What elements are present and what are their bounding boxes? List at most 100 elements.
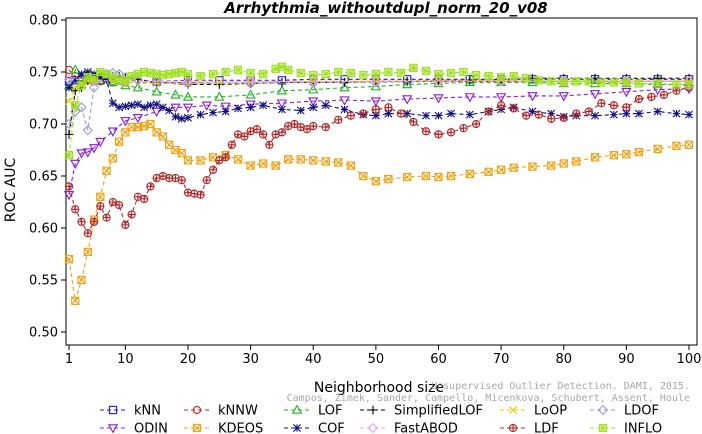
data-point-inflo [459,67,468,77]
legend-marker-simplifiedlof [368,405,378,415]
data-point-cof [634,109,643,118]
legend-marker-knnw [192,405,202,415]
data-point-ldf [196,190,205,199]
data-point-ldf [534,110,543,119]
data-point-odin [308,97,319,107]
data-point-cof [234,104,243,113]
data-point-ldf [64,182,74,191]
data-point-ldf [252,125,262,134]
data-point-ldf [121,220,130,230]
data-point-inflo [258,69,268,79]
data-point-ldf [346,111,355,120]
data-point-odin [495,93,507,103]
legend-label-simplifiedlof: SimplifiedLOF [394,404,483,419]
data-point-ldf [227,140,236,149]
data-point-kdeos [183,156,193,165]
data-point-cof [140,103,149,112]
data-point-kdeos [465,169,474,179]
data-point-cof [321,101,330,110]
data-point-kdeos [152,128,161,137]
data-point-cof [296,106,305,115]
x-tick-label: 60 [430,352,447,367]
data-point-cof [259,101,268,110]
data-point-ldf [89,217,99,226]
x-tick-label: 40 [305,352,322,367]
data-point-odin [201,101,212,111]
legend-marker-lof [291,404,303,414]
data-point-kdeos [246,161,255,170]
data-point-ldf [146,182,155,191]
legend-label-cof: COF [318,422,345,434]
data-point-cof [184,113,192,122]
data-point-inflo [634,79,644,88]
data-point-inflo [509,72,518,81]
chart-title: Arrhythmia_withoutdupl_norm_20_v08 [223,0,547,17]
data-point-inflo [684,80,694,89]
watermark-line-1: Unsupervised Outlier Detection. DAMI, 20… [431,381,690,392]
legend-label-fastabod: FastABOD [394,422,458,434]
legend-marker-ldf [508,423,518,433]
data-point-inflo [572,77,581,86]
data-point-lof [214,91,225,101]
legend-marker-kdeos [192,423,202,433]
data-point-ldf [140,194,149,204]
data-point-ldf [334,115,343,124]
data-point-ldf [277,128,287,137]
legend-marker-loop [509,406,517,414]
data-point-kdeos [146,119,155,129]
data-point-kdeos [271,161,280,170]
data-point-odin [370,97,382,107]
data-point-inflo [396,68,406,78]
data-point-cof [158,103,167,112]
data-point-lof [589,77,601,88]
data-point-kdeos [434,172,443,182]
data-point-kdeos [528,162,537,171]
data-point-ldf [409,117,418,127]
y-tick-label: 0.75 [29,66,58,81]
legend-item-cof: COF [284,422,345,434]
data-point-inflo [559,78,568,87]
data-point-lof [276,85,288,95]
data-point-kdeos [321,157,330,166]
data-point-ldf [584,107,593,116]
data-point-kdeos [496,165,506,174]
legend: kNN kNNW LOF SimplifiedLOF LoOP LDOF ODIN KDEOS… [100,404,662,434]
data-point-kdeos [634,147,644,157]
x-tick-label: 10 [117,352,134,367]
x-tick-label: 70 [493,352,510,367]
data-point-ldf [446,128,456,137]
data-point-ldf [659,90,669,100]
data-point-loop [215,78,224,87]
data-point-ldf [258,130,268,139]
data-point-fastabod [433,76,444,87]
data-point-fastabod [245,76,256,87]
data-point-kdeos [346,161,355,170]
x-tick-label: 30 [242,352,259,367]
data-point-inflo [346,68,355,78]
data-point-odin [276,99,288,109]
data-point-ldf [177,176,186,185]
data-point-inflo [309,70,318,80]
data-point-cof [115,103,124,112]
legend-marker-ldof [597,404,609,416]
legend-item-knn: kNN [100,404,161,419]
data-point-fastabod [63,74,75,85]
data-point-cof [622,109,631,118]
data-point-kdeos [158,132,168,141]
data-point-cof [672,109,681,118]
x-tick-label: 20 [180,352,197,367]
data-point-odin [82,148,93,158]
data-point-kdeos [384,174,393,184]
data-point-cof [591,111,600,120]
data-point-ldf [522,111,531,120]
data-point-ldof [70,106,81,117]
data-point-cof [434,111,443,120]
data-point-ldof [88,82,100,93]
data-point-ldf [83,229,92,238]
data-point-odin [558,92,569,102]
data-point-ldf [496,101,506,110]
y-tick-label: 0.65 [29,170,58,185]
series-kdeos [64,119,694,305]
data-point-lof [370,81,382,91]
